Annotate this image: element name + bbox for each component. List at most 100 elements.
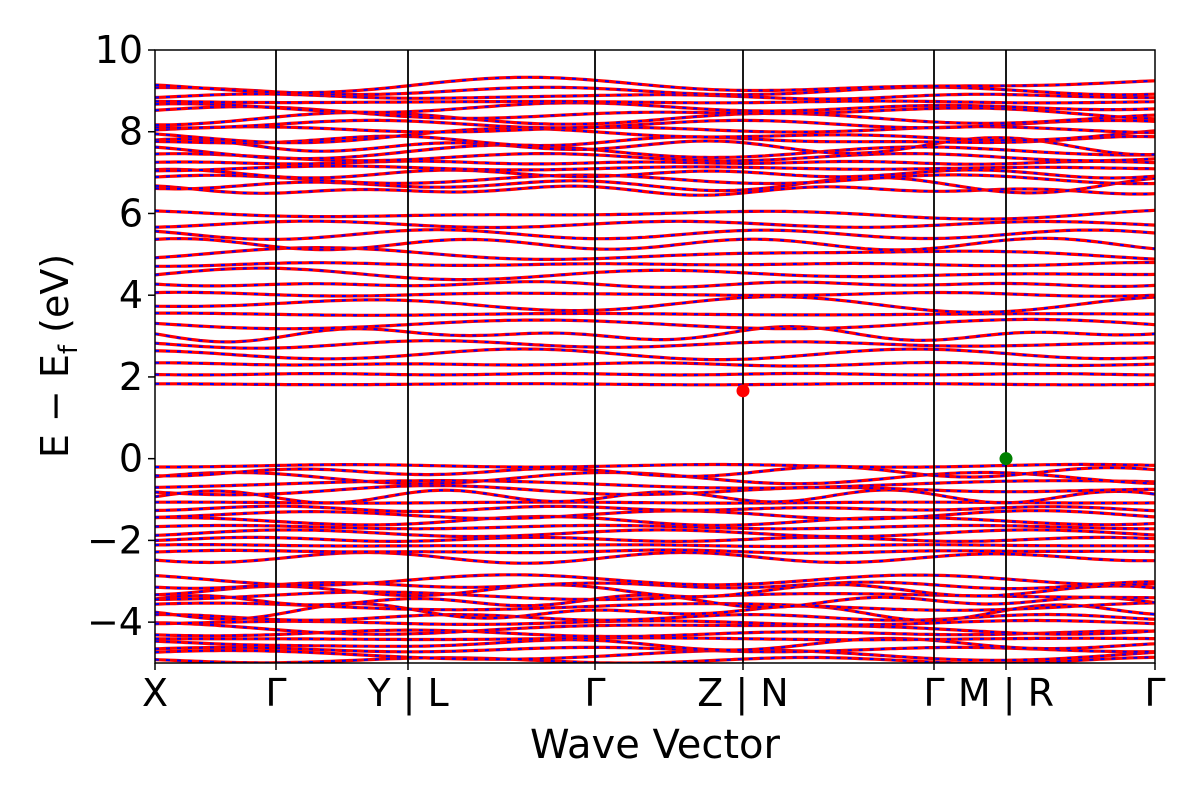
x-tick-label: Γ: [923, 671, 944, 715]
kpoint-dividers: [275, 50, 1007, 663]
band-line-blue-18: [155, 184, 1155, 197]
band-line-blue-31: [155, 111, 1155, 126]
band-line-blue-10: [155, 280, 1155, 289]
band-line-red-8: [155, 295, 1155, 314]
x-tick-label: X: [142, 671, 168, 715]
band-line-red-17: [155, 208, 1155, 221]
y-tick-label: 8: [119, 110, 143, 154]
band-line-red-15: [155, 228, 1155, 241]
x-tick-label: Γ: [1144, 671, 1165, 715]
band-line-blue-25: [155, 144, 1155, 160]
band-line-red-55: [155, 648, 1155, 662]
band-line-blue-50: [155, 479, 1155, 490]
band-line-blue-65: [155, 594, 1155, 609]
x-tick-label: Y | L: [366, 671, 448, 716]
band-line-blue-17: [155, 209, 1155, 221]
band-line-blue-44: [155, 515, 1155, 527]
band-line-blue-49: [155, 484, 1155, 496]
band-line-red-6: [155, 317, 1155, 331]
band-line-blue-2: [155, 361, 1155, 367]
y-tick-label: 4: [119, 273, 143, 317]
plot-frame: [154, 49, 1156, 664]
extremum-markers: [736, 384, 1013, 466]
band-line-blue-20: [155, 173, 1155, 185]
band-line-red-11: [155, 266, 1155, 282]
band-line-blue-4: [155, 339, 1155, 350]
band-line-blue-69: [155, 573, 1155, 587]
band-line-blue-16: [155, 220, 1155, 229]
band-line-blue-5: [155, 325, 1155, 343]
band-line-blue-35: [155, 93, 1155, 100]
x-tick-label: Γ: [584, 671, 605, 715]
band-line-blue-6: [155, 318, 1155, 330]
band-line-blue-1: [155, 372, 1155, 377]
band-line-red-69: [155, 573, 1155, 587]
y-tick-label: 2: [119, 355, 143, 399]
x-tick-label: Γ: [265, 671, 286, 715]
band-line-red-3: [155, 347, 1155, 362]
band-lines: [155, 75, 1155, 663]
band-line-blue-62: [155, 613, 1155, 622]
band-line-blue-66: [155, 591, 1155, 601]
band-line-blue-56: [155, 646, 1155, 653]
band-line-blue-55: [155, 649, 1155, 662]
band-line-blue-33: [155, 101, 1155, 114]
band-line-blue-46: [155, 505, 1155, 513]
band-line-blue-41: [155, 536, 1155, 543]
band-line-blue-21: [155, 168, 1155, 179]
y-tick-label: 0: [119, 437, 143, 481]
band-line-blue-45: [155, 509, 1155, 520]
band-line-blue-9: [155, 291, 1155, 298]
band-line-blue-22: [155, 165, 1155, 172]
band-line-blue-3: [155, 348, 1155, 361]
band-line-blue-54: [155, 656, 1155, 663]
band-line-blue-8: [155, 295, 1155, 314]
x-tick-label: Z | N: [697, 671, 788, 716]
band-line-red-14: [155, 236, 1155, 252]
band-line-blue-48: [155, 489, 1155, 504]
y-tick-label: 6: [119, 191, 143, 235]
band-line-blue-43: [155, 524, 1155, 530]
band-line-blue-27: [155, 135, 1155, 147]
band-line-blue-58: [155, 636, 1155, 641]
band-line-blue-13: [155, 246, 1155, 261]
y-axis-ticks: 10 8 6 4 2 0 −2 −4: [87, 28, 155, 644]
y-tick-label: −2: [87, 518, 143, 562]
band-line-blue-15: [155, 228, 1155, 241]
band-line-blue-28: [155, 127, 1155, 144]
y-axis-label: E − Ef (eV): [33, 254, 84, 458]
band-line-blue-30: [155, 119, 1155, 129]
band-line-blue-19: [155, 176, 1155, 194]
x-axis-ticks: X Γ Y | L Γ Z | N Γ M | R Γ: [142, 663, 1166, 716]
band-line-blue-29: [155, 125, 1155, 134]
band-line-blue-39: [155, 549, 1155, 555]
band-line-blue-23: [155, 160, 1155, 166]
band-line-red-44: [155, 514, 1155, 527]
band-line-blue-38: [155, 551, 1155, 565]
band-line-blue-57: [155, 637, 1155, 651]
y-tick-label: 10: [95, 28, 143, 72]
band-line-blue-40: [155, 543, 1155, 548]
vbm-marker: [999, 452, 1013, 466]
cbm-marker: [736, 384, 750, 398]
band-line-blue-7: [155, 312, 1155, 317]
band-line-blue-0: [155, 382, 1155, 386]
band-line-blue-52: [155, 465, 1155, 478]
band-line-red-38: [155, 550, 1155, 565]
band-line-blue-37: [155, 76, 1155, 94]
band-line-blue-60: [155, 621, 1155, 636]
x-tick-label: M | R: [958, 671, 1054, 716]
band-line-blue-51: [155, 471, 1155, 485]
y-tick-label: −4: [87, 600, 143, 644]
band-line-blue-26: [155, 136, 1155, 156]
band-line-blue-14: [155, 237, 1155, 251]
band-line-blue-34: [155, 100, 1155, 104]
band-line-blue-53: [155, 463, 1155, 469]
band-line-blue-12: [155, 261, 1155, 268]
band-line-blue-11: [155, 267, 1155, 281]
band-line-blue-67: [155, 583, 1155, 598]
x-axis-label: Wave Vector: [530, 722, 781, 768]
band-line-blue-68: [155, 580, 1155, 590]
band-line-blue-42: [155, 528, 1155, 538]
